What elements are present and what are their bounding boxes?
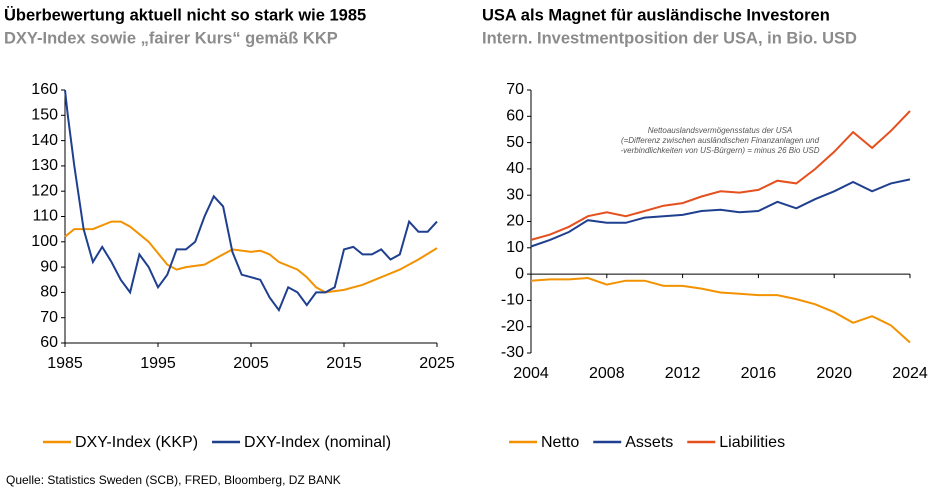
y-tick-label: 140 xyxy=(31,132,58,149)
x-tick-label: 2012 xyxy=(665,365,701,382)
chart-subtitle: Intern. Investmentposition der USA, in B… xyxy=(482,29,857,47)
chart-subtitle: DXY-Index sowie „fairer Kurs“ gemäß KKP xyxy=(4,29,338,47)
chart-title: Überbewertung aktuell nicht so stark wie… xyxy=(4,5,366,24)
y-tick-label: 30 xyxy=(506,186,524,203)
series-line xyxy=(530,276,911,344)
y-tick-label: 70 xyxy=(506,81,524,98)
legend-label: Liabilities xyxy=(719,434,785,451)
y-tick-label: 10 xyxy=(506,239,524,256)
y-tick-label: 60 xyxy=(506,108,524,125)
y-tick-label: 60 xyxy=(40,334,58,351)
y-tick-label: 130 xyxy=(31,157,58,174)
y-tick-label: 90 xyxy=(40,258,58,275)
x-tick-label: 2004 xyxy=(513,365,549,382)
annotation: -verbindlichkeiten von US-Bürgern) = min… xyxy=(621,146,820,155)
legend-label: Netto xyxy=(541,434,579,451)
y-tick-label: -10 xyxy=(501,292,524,309)
x-tick-label: 2020 xyxy=(816,365,852,382)
chart-title: USA als Magnet für ausländische Investor… xyxy=(482,6,830,24)
annotation: (=Differenz zwischen ausländischen Finan… xyxy=(621,136,820,145)
y-tick-label: 120 xyxy=(31,182,58,199)
legend-label: DXY-Index (KKP) xyxy=(75,434,198,451)
y-tick-label: 150 xyxy=(31,107,58,124)
y-tick-label: 160 xyxy=(31,81,58,98)
y-tick-label: 50 xyxy=(506,134,524,151)
x-tick-label: 2008 xyxy=(589,365,625,382)
annotation: Nettoauslandsvermögensstatus der USA xyxy=(648,126,793,135)
y-tick-label: 70 xyxy=(40,309,58,326)
x-tick-label: 2016 xyxy=(741,365,777,382)
series-line xyxy=(64,89,438,313)
x-tick-label: 1995 xyxy=(140,355,176,372)
y-tick-label: -30 xyxy=(501,344,524,361)
y-tick-label: 110 xyxy=(32,208,58,225)
y-tick-label: 0 xyxy=(515,265,524,282)
y-tick-label: 20 xyxy=(506,213,524,230)
legend-label: DXY-Index (nominal) xyxy=(244,434,391,451)
source: Quelle: Statistics Sweden (SCB), FRED, B… xyxy=(6,473,341,487)
x-tick-label: 1985 xyxy=(47,355,83,372)
series-line xyxy=(64,220,438,294)
y-tick-label: -20 xyxy=(501,318,524,335)
series-line xyxy=(530,178,911,248)
legend-label: Assets xyxy=(625,434,673,451)
x-tick-label: 2025 xyxy=(419,355,455,372)
series-line xyxy=(530,110,911,241)
x-tick-label: 2024 xyxy=(892,365,928,382)
x-tick-label: 2005 xyxy=(233,355,269,372)
x-tick-label: 2015 xyxy=(326,355,362,372)
y-tick-label: 100 xyxy=(31,233,58,250)
y-tick-label: 40 xyxy=(506,160,524,177)
y-tick-label: 80 xyxy=(40,284,58,301)
